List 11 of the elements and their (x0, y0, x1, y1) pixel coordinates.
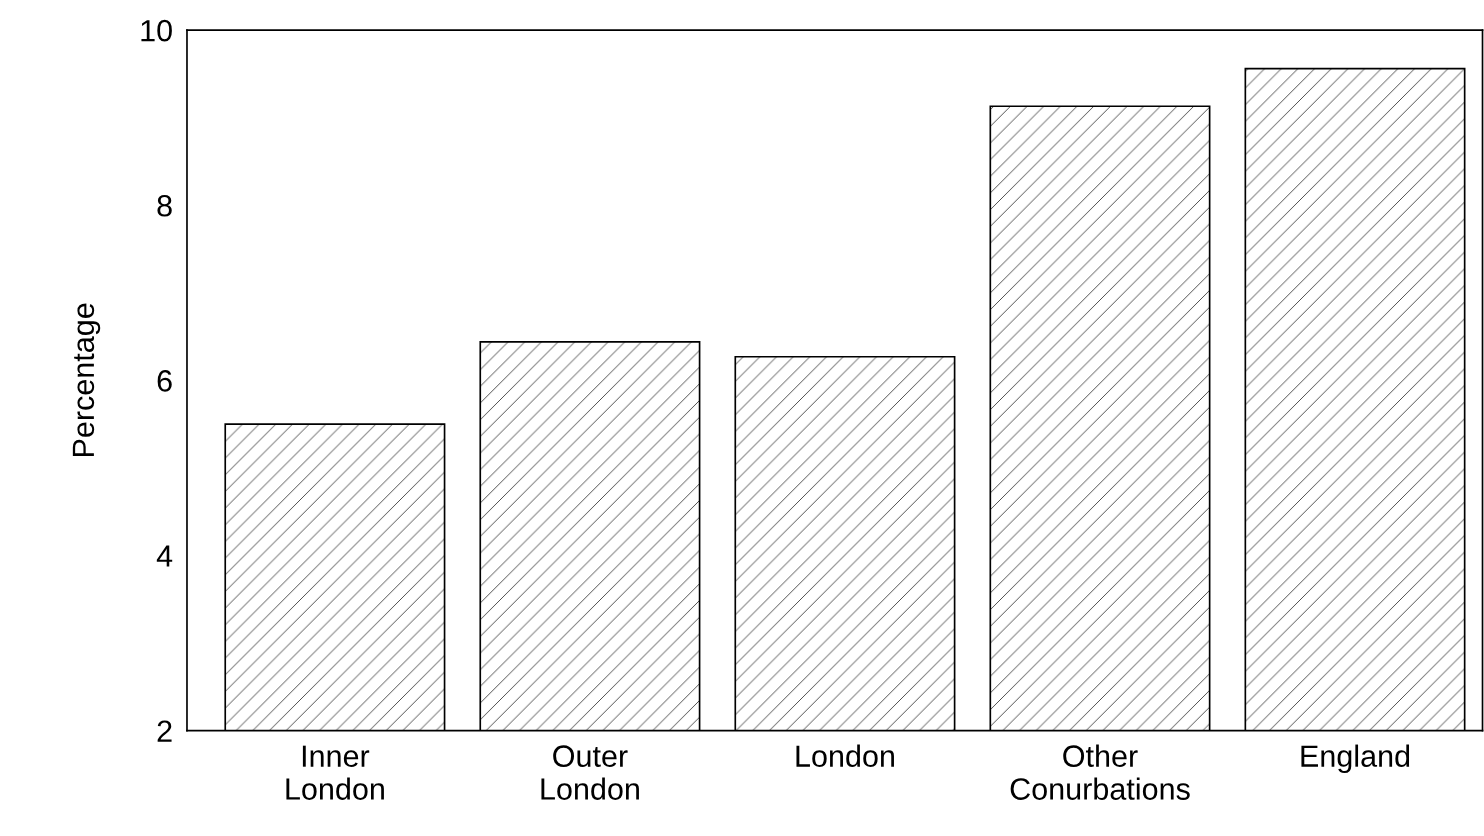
y-tick-label: 4 (156, 545, 173, 567)
y-tick-label: 8 (157, 194, 172, 217)
x-tick-label: England (1301, 744, 1410, 774)
x-tick-label: Inner London (286, 745, 384, 800)
y-tick-label: 10 (141, 19, 172, 42)
y-axis-title: Percentage (72, 303, 101, 457)
y-tick-label: 6 (157, 370, 172, 392)
y-tick-label: 2 (157, 720, 172, 742)
x-tick-label: Outer London (541, 745, 639, 800)
x-tick-label: London (796, 744, 894, 767)
x-tick-label: Other Conurbations (1010, 744, 1190, 800)
